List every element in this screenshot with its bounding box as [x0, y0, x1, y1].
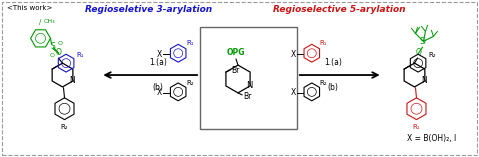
Text: X: X [157, 88, 162, 97]
Text: X: X [157, 50, 162, 59]
Text: OPG: OPG [227, 48, 245, 57]
Text: Br: Br [231, 66, 240, 75]
Text: (b): (b) [153, 83, 164, 92]
Text: Regioselective 5-arylation: Regioselective 5-arylation [274, 5, 406, 14]
Text: Br: Br [243, 92, 251, 101]
Text: 1.(a): 1.(a) [149, 58, 167, 67]
Text: R₂: R₂ [320, 80, 327, 86]
Text: N: N [69, 76, 75, 85]
Text: R₁: R₁ [186, 40, 194, 46]
Bar [200, 27, 297, 129]
Text: Regioseletive 3-arylation: Regioseletive 3-arylation [85, 5, 212, 14]
Text: R₁: R₁ [76, 52, 83, 58]
Text: /: / [39, 19, 42, 25]
Text: X: X [291, 88, 296, 97]
Text: O: O [56, 48, 61, 57]
Text: 1.(a): 1.(a) [324, 58, 342, 67]
Text: R₂: R₂ [61, 124, 68, 130]
Text: X = B(OH)₂, I: X = B(OH)₂, I [407, 134, 456, 143]
Text: Si: Si [420, 37, 427, 46]
Text: R₂: R₂ [428, 52, 436, 58]
Text: (b): (b) [327, 83, 338, 92]
Text: X: X [291, 50, 296, 59]
Text: R₁: R₁ [413, 124, 420, 130]
Text: O: O [416, 48, 422, 57]
Text: R₂: R₂ [186, 80, 194, 86]
Text: N: N [421, 76, 427, 85]
Text: N: N [246, 81, 252, 90]
Text: <This work>: <This work> [7, 5, 52, 11]
Text: O: O [57, 41, 63, 46]
Text: O: O [50, 53, 55, 58]
Text: CH₃: CH₃ [44, 19, 55, 24]
Text: S: S [50, 42, 55, 51]
Text: R₁: R₁ [320, 40, 327, 46]
